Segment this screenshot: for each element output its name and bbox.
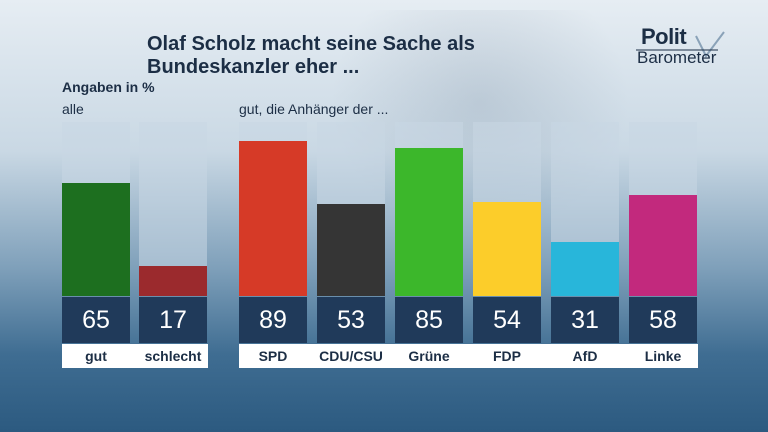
unit-note: Angaben in %	[62, 79, 155, 95]
logo-line-2: Barometer	[637, 48, 717, 67]
checkmark-icon	[636, 31, 725, 58]
value-label: 17	[139, 297, 207, 343]
value-label: 65	[62, 297, 130, 343]
category-label: Linke	[629, 344, 697, 368]
bar-linke	[629, 195, 697, 296]
value-label: 54	[473, 297, 541, 343]
category-label: FDP	[473, 344, 541, 368]
bar-afd	[551, 242, 619, 296]
category-label: SPD	[239, 344, 307, 368]
logo-line-1: Polit	[641, 24, 687, 49]
value-label: 53	[317, 297, 385, 343]
left-panel-label: alle	[62, 101, 84, 117]
value-label: 89	[239, 297, 307, 343]
category-label: AfD	[551, 344, 619, 368]
bar-cdu-csu	[317, 204, 385, 296]
politbarometer-logo: Polit Barometer	[634, 24, 744, 74]
right-panel-label: gut, die Anhänger der ...	[239, 101, 389, 117]
category-label: gut	[62, 344, 130, 368]
bar-gut	[62, 183, 130, 296]
value-label: 85	[395, 297, 463, 343]
category-label: Grüne	[395, 344, 463, 368]
value-label: 31	[551, 297, 619, 343]
value-label: 58	[629, 297, 697, 343]
bar-gr-ne	[395, 148, 463, 296]
category-label: schlecht	[139, 344, 207, 368]
bar-schlecht	[139, 266, 207, 296]
category-label: CDU/CSU	[317, 344, 385, 368]
bar-fdp	[473, 202, 541, 296]
right-label-strip	[239, 344, 698, 368]
bar-spd	[239, 141, 307, 296]
chart-title: Olaf Scholz macht seine Sache als Bundes…	[147, 33, 475, 78]
